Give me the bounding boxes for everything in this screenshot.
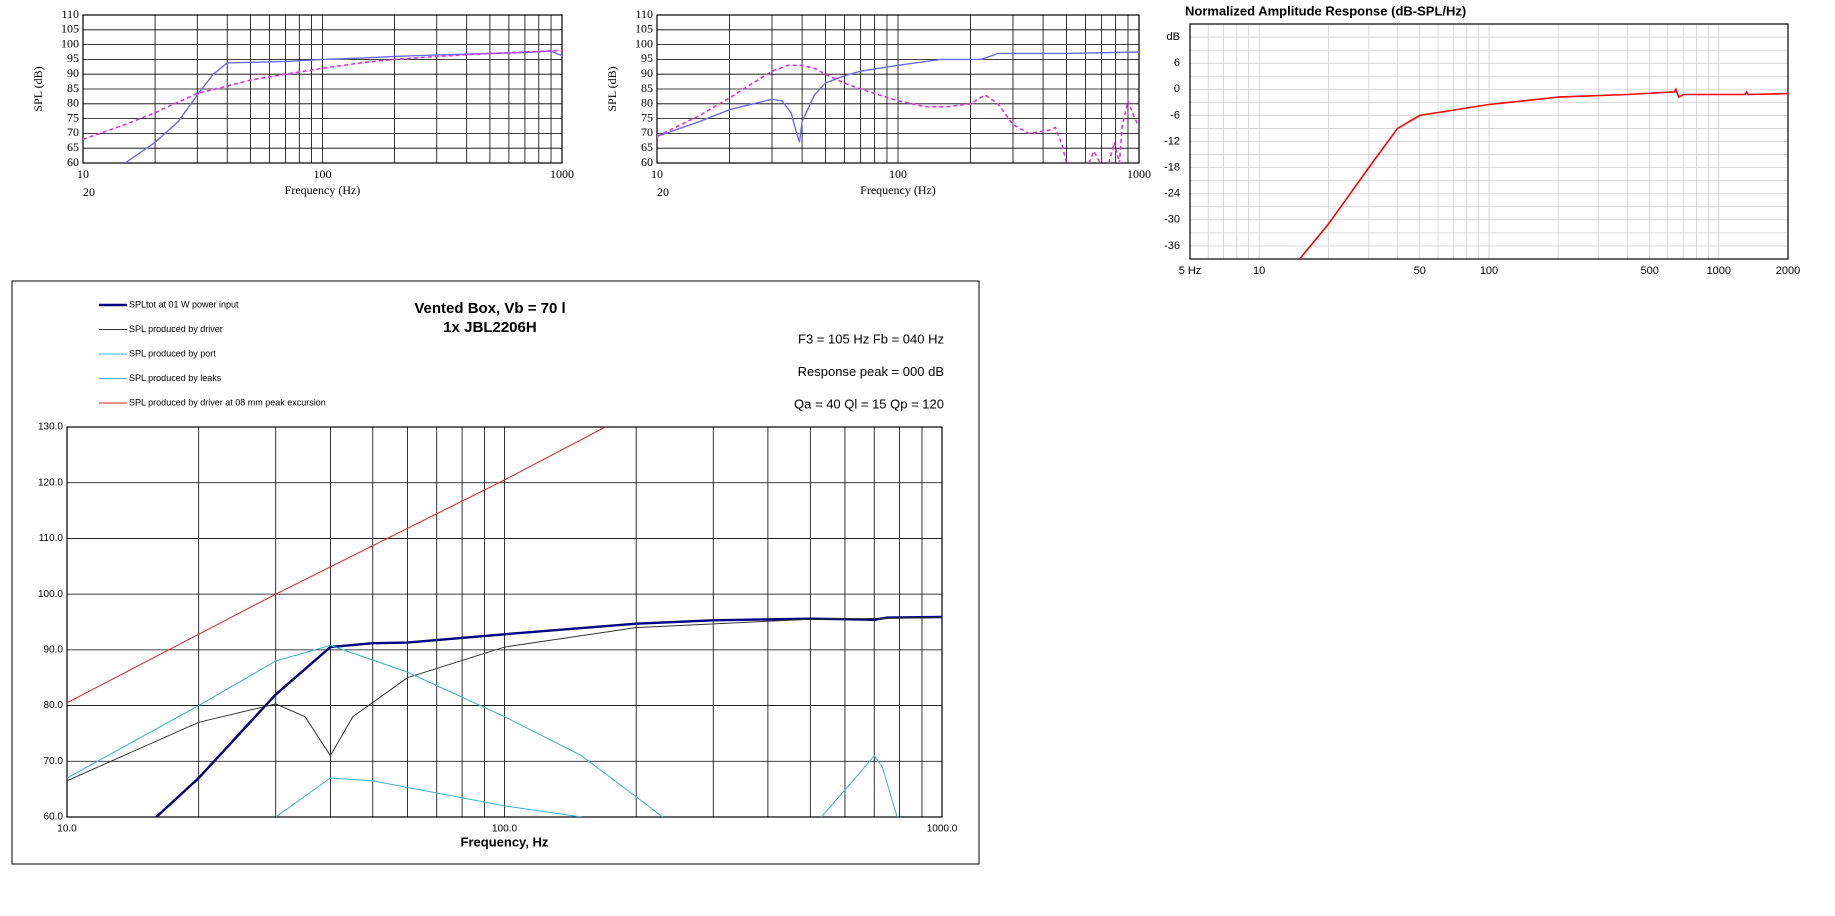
series-line	[657, 51, 1139, 143]
axis-annotation: 20	[83, 185, 95, 199]
y-tick-label: -18	[1164, 162, 1180, 174]
series-line	[67, 617, 942, 782]
y-tick-label: 110.0	[39, 533, 64, 544]
x-tick-label: 10	[77, 167, 89, 181]
x-tick-label: 500	[1640, 265, 1658, 277]
y-tick-label: 105	[635, 22, 653, 36]
x-tick-label: 10	[1253, 265, 1265, 277]
y-tick-label: 80.0	[44, 700, 64, 711]
y-tick-label: 90	[67, 66, 79, 80]
y-tick-label: 90	[641, 66, 653, 80]
series-line	[275, 777, 582, 817]
plot-border	[656, 14, 1140, 164]
y-tick-label: 105	[61, 22, 79, 36]
series-line	[1299, 87, 1788, 259]
annotation: F3 = 105 Hz Fb = 040 Hz	[798, 331, 944, 346]
y-tick-label: 80	[67, 96, 79, 110]
y-tick-label: 130.0	[38, 422, 63, 433]
y-tick-label: 80	[641, 96, 653, 110]
x-axis-label: Frequency (Hz)	[285, 183, 361, 197]
legend-label: SPL produced by port	[129, 348, 216, 358]
legend-label: SPL produced by driver at 08 mm peak exc…	[129, 397, 326, 407]
x-tick-label: 1000	[550, 167, 574, 181]
x-tick-label: 1000	[1707, 265, 1731, 277]
y-tick-label: 90.0	[44, 644, 64, 655]
axis-annotation: 20	[657, 185, 669, 199]
y-tick-label: 100	[635, 36, 653, 50]
annotation: Qa = 40 Ql = 15 Qp = 120	[794, 396, 944, 411]
series-line	[67, 644, 898, 817]
y-tick-label: 70.0	[44, 756, 64, 767]
chart-title: Normalized Amplitude Response (dB-SPL/Hz…	[1185, 3, 1466, 18]
y-tick-label: 100	[61, 36, 79, 50]
y-tick-label: 95	[641, 51, 653, 65]
x-tick-label: 100.0	[492, 824, 517, 835]
x-tick-label: 1000	[1127, 167, 1151, 181]
x-tick-label: 10.0	[57, 824, 77, 835]
x-tick-label: 100	[314, 167, 332, 181]
series-line	[155, 615, 942, 817]
y-axis-label: SPL (dB)	[31, 66, 45, 111]
y-tick-label: dB	[1167, 31, 1180, 43]
x-axis-label: Frequency (Hz)	[860, 183, 936, 197]
y-tick-label: 95	[67, 51, 79, 65]
y-tick-label: 110	[635, 7, 653, 21]
chart: 60.0 70.0 80.0 90.0 100.0 110.0 120.0 130.0 10.0…	[11, 280, 980, 865]
y-tick-label: 60.0	[44, 812, 64, 823]
y-axis-label: SPL (dB)	[605, 66, 619, 111]
plot-border	[1189, 23, 1789, 260]
series-line	[83, 49, 562, 141]
y-tick-label: 100.0	[38, 589, 63, 600]
y-tick-label: -6	[1170, 109, 1180, 121]
y-tick-label: 70	[67, 125, 79, 139]
chart-frame	[11, 280, 980, 865]
y-tick-label: 75	[67, 110, 79, 124]
y-tick-label: 65	[641, 140, 653, 154]
y-tick-label: 85	[641, 81, 653, 95]
legend-label: SPLtot at 01 W power input	[129, 299, 239, 309]
x-axis-label: Frequency, Hz	[461, 834, 549, 849]
x-tick-label: 100	[889, 167, 907, 181]
series-line	[67, 427, 606, 704]
chart-subtitle: 1x JBL2206H	[443, 319, 536, 336]
y-tick-label: 75	[641, 110, 653, 124]
y-tick-label: 110	[61, 7, 79, 21]
y-tick-label: 60	[67, 155, 79, 169]
x-tick-label: 1000.0	[927, 824, 958, 835]
y-tick-label: -36	[1164, 240, 1180, 252]
y-tick-label: 6	[1174, 57, 1180, 69]
chart: dB 6 0 -6 -12 -18 -24 -30 -36 5 Hz 10 50 100 500 1000 2…	[1164, 3, 1800, 276]
x-tick-label: 50	[1414, 265, 1426, 277]
x-tick-label: 10	[651, 167, 663, 181]
y-tick-label: -30	[1164, 214, 1180, 226]
y-tick-label: 85	[67, 81, 79, 95]
y-tick-label: 60	[641, 155, 653, 169]
series-line	[657, 64, 1139, 163]
annotation: Response peak = 000 dB	[798, 364, 944, 379]
y-tick-label: 0	[1174, 83, 1180, 95]
x-tick-label: 2000	[1776, 265, 1800, 277]
x-tick-label: 5 Hz	[1179, 265, 1202, 277]
y-tick-label: -24	[1164, 188, 1180, 200]
plot-border	[82, 14, 563, 164]
y-tick-label: 70	[641, 125, 653, 139]
y-tick-label: 65	[67, 140, 79, 154]
legend-label: SPL produced by leaks	[129, 373, 222, 383]
y-tick-label: -12	[1164, 135, 1180, 147]
x-tick-label: 100	[1480, 265, 1498, 277]
y-tick-label: 120.0	[38, 477, 63, 488]
plot-border	[66, 426, 943, 818]
chart-title: Vented Box, Vb = 70 l	[414, 300, 565, 317]
legend-label: SPL produced by driver	[129, 324, 223, 334]
